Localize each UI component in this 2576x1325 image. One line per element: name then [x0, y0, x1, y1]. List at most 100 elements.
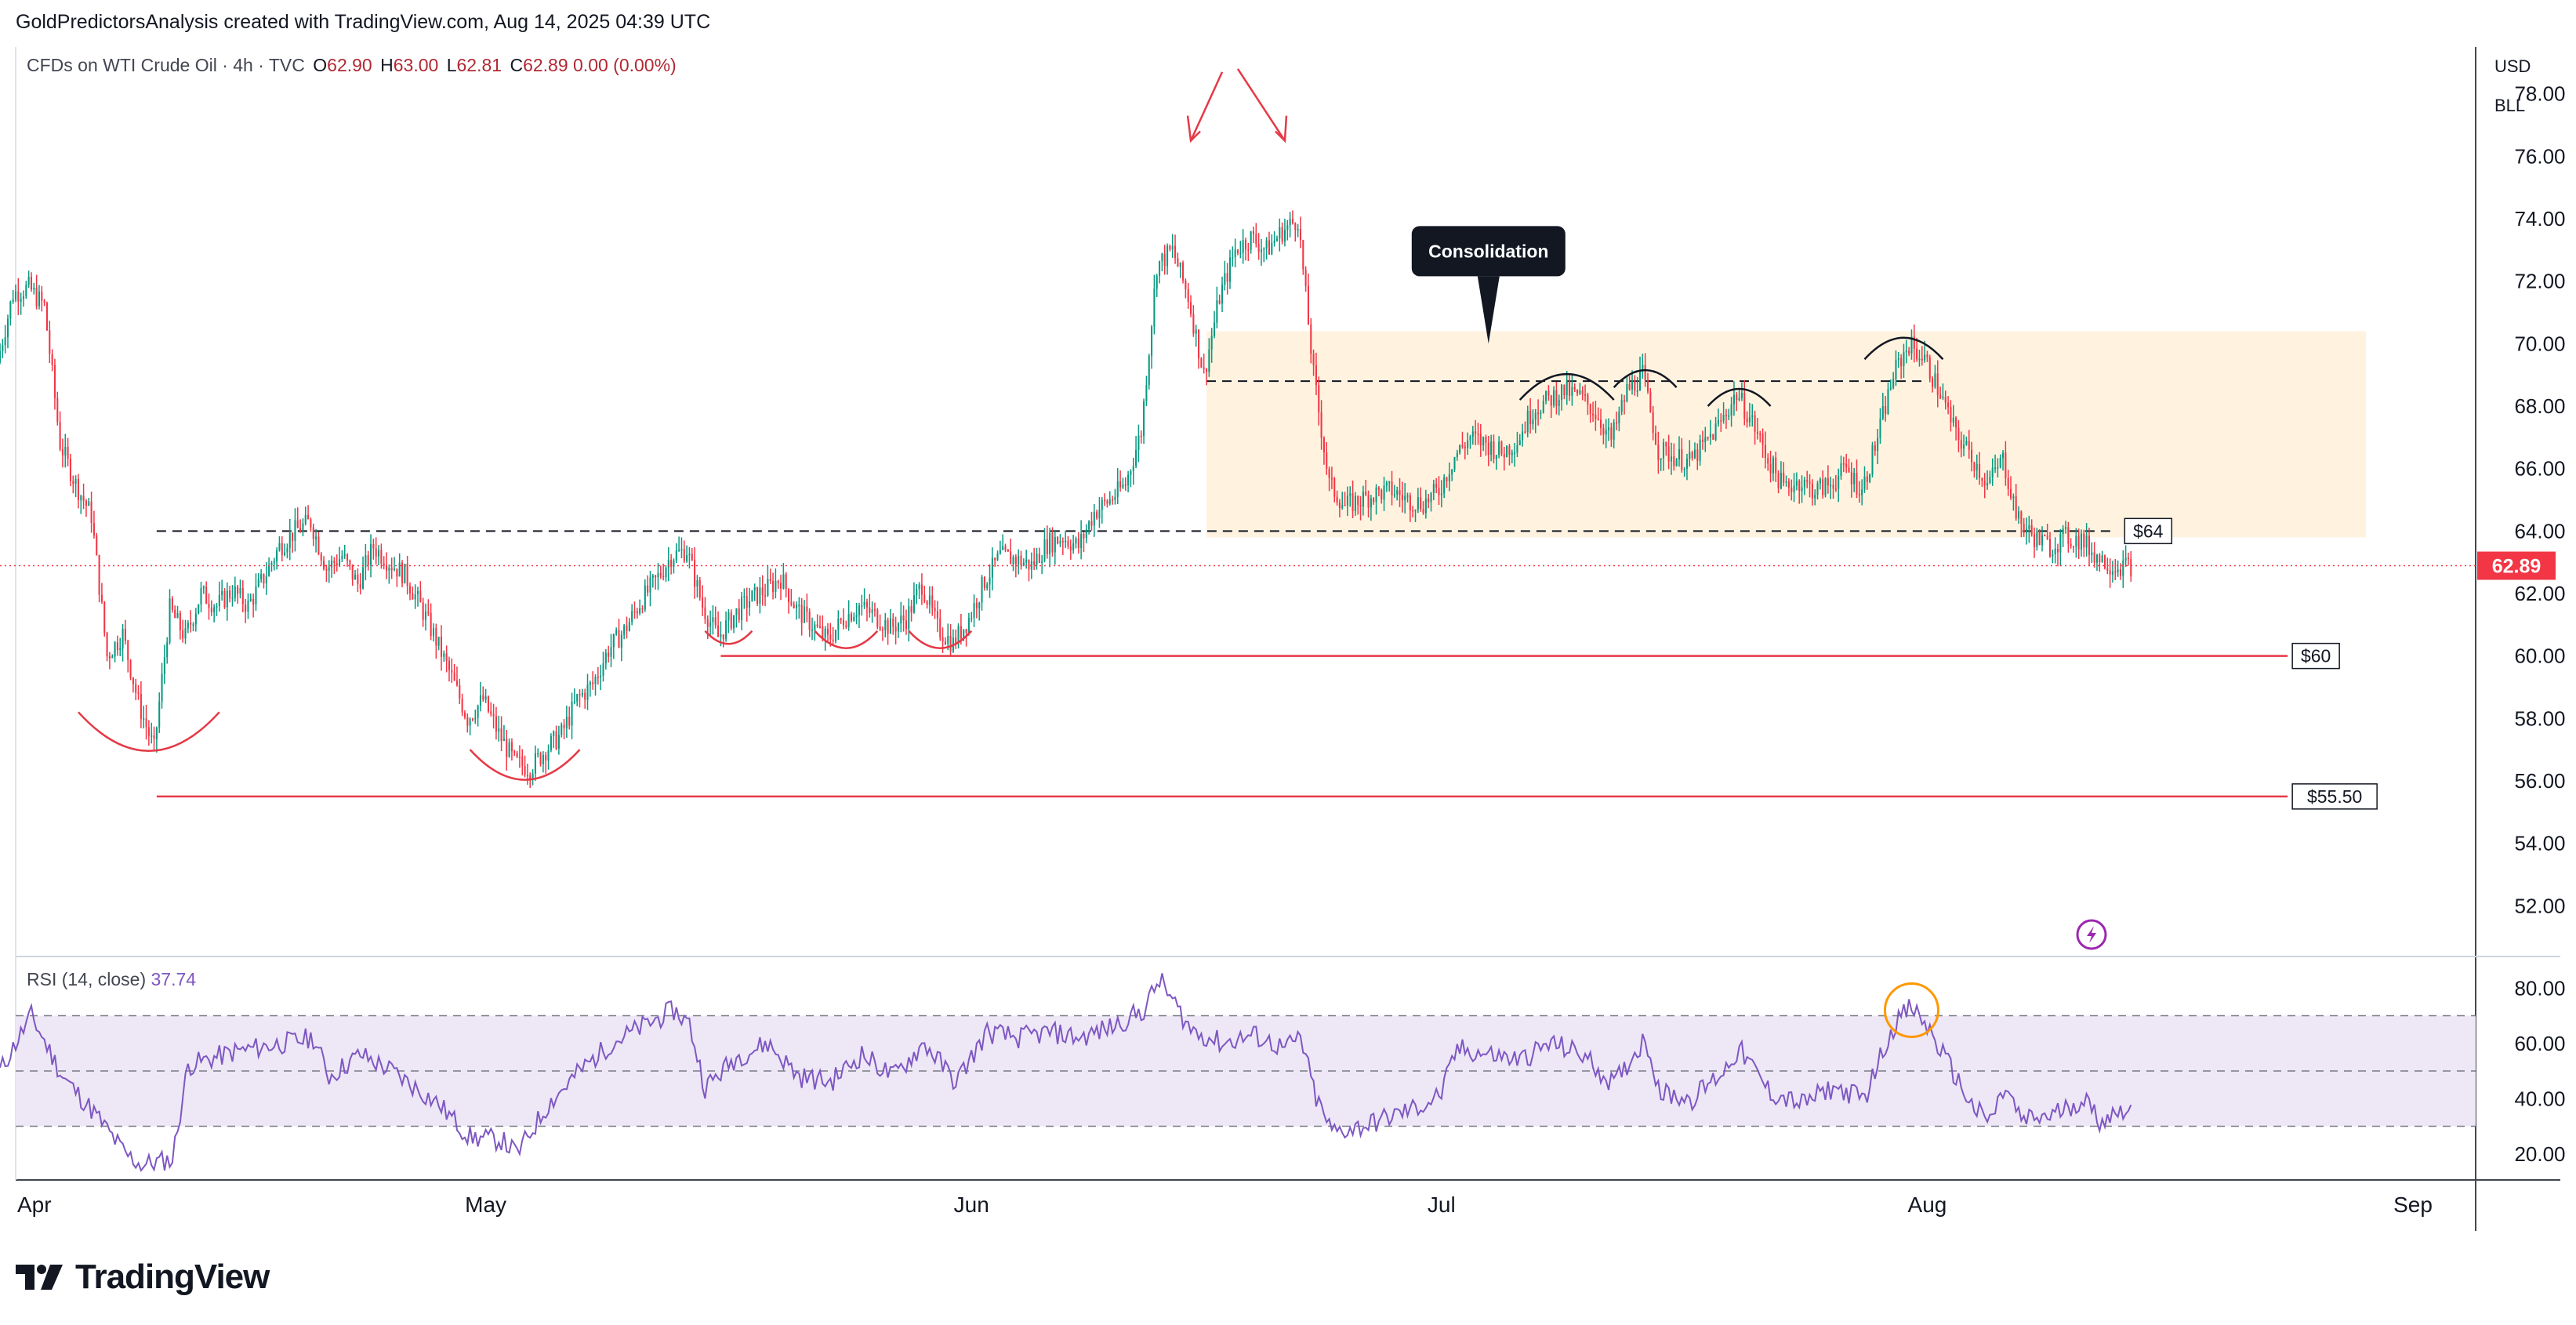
- candle-body: [1493, 441, 1495, 459]
- level-label: $55.50: [2307, 786, 2362, 807]
- candle-body: [367, 555, 369, 565]
- candle-body: [1446, 477, 1448, 482]
- candle-body: [1357, 496, 1359, 505]
- unit-label[interactable]: BLL: [2494, 96, 2526, 115]
- symbol-name: CFDs on WTI Crude Oil · 4h · TVC: [27, 55, 305, 75]
- candle-body: [2020, 511, 2023, 525]
- candle-body: [1693, 449, 1696, 459]
- candle-body: [1832, 485, 1834, 489]
- candle-body: [688, 554, 691, 556]
- candle-body: [268, 564, 270, 576]
- candle-body: [539, 753, 542, 764]
- candle-body: [85, 500, 87, 506]
- candle-body: [931, 595, 934, 608]
- candle-body: [659, 572, 662, 576]
- candle-body: [876, 609, 879, 627]
- candle-body: [1670, 456, 1673, 462]
- candle-body: [620, 634, 622, 648]
- candle-body: [1579, 390, 1581, 394]
- candle-body: [1822, 479, 1824, 496]
- candle-body: [158, 701, 161, 728]
- candle-body: [103, 601, 106, 633]
- candle-body: [1354, 496, 1356, 511]
- candle-body: [910, 606, 912, 613]
- candle-body: [1638, 370, 1642, 391]
- candle-body: [1043, 539, 1046, 561]
- candle-body: [307, 514, 310, 520]
- candle-body: [934, 608, 936, 612]
- candle-body: [495, 716, 497, 731]
- candle-body: [808, 612, 811, 630]
- candle-body: [1910, 336, 1913, 354]
- candle-body: [469, 718, 471, 726]
- candle-body: [1137, 435, 1140, 450]
- candle-body: [673, 560, 675, 567]
- candle-body: [1644, 365, 1646, 380]
- candle-body: [1124, 485, 1127, 486]
- candle-body: [1947, 402, 1950, 408]
- candle-body: [98, 554, 100, 595]
- candle-body: [981, 576, 983, 603]
- candle-body: [1171, 245, 1174, 250]
- candle-body: [1143, 401, 1145, 437]
- candle-body: [1908, 350, 1910, 354]
- candle-body: [22, 296, 25, 299]
- candle-body: [1096, 511, 1098, 518]
- candle-body: [1654, 433, 1657, 445]
- price-tick-label: 56.00: [2514, 769, 2565, 793]
- candle-body: [526, 775, 528, 777]
- candle-body: [1195, 329, 1197, 334]
- candle-body: [404, 564, 406, 583]
- candle-body: [385, 565, 388, 571]
- time-tick-label: Aug: [1908, 1192, 1947, 1217]
- candle-body: [245, 604, 247, 612]
- candle-body: [229, 590, 231, 598]
- ohlc-o-value: 62.90: [327, 55, 372, 75]
- candle-body: [1665, 442, 1667, 447]
- candle-body: [521, 757, 524, 766]
- currency-label[interactable]: USD: [2494, 56, 2531, 76]
- candle-body: [443, 653, 445, 657]
- candle-body: [803, 606, 806, 623]
- candle-body: [1169, 245, 1171, 250]
- candle-body: [989, 577, 991, 585]
- candle-body: [325, 568, 328, 571]
- candle-body: [351, 564, 354, 580]
- candle-body: [1477, 434, 1479, 435]
- candle-body: [1991, 467, 1994, 477]
- candle-body: [1691, 452, 1693, 459]
- candle-body: [1098, 510, 1101, 518]
- ohlc-l-key: L: [446, 55, 457, 75]
- candle-body: [1842, 463, 1845, 465]
- candle-body: [529, 775, 532, 779]
- arrow-head: [1275, 115, 1288, 143]
- candle-body: [1373, 498, 1375, 503]
- candle-body: [1787, 481, 1790, 488]
- candle-body: [1819, 479, 1821, 484]
- candle-body: [865, 601, 868, 608]
- candle-body: [1634, 379, 1636, 391]
- candle-body: [414, 594, 416, 600]
- candle-body: [2064, 527, 2067, 529]
- tradingview-logo[interactable]: TradingView: [16, 1258, 270, 1297]
- candle-body: [1503, 454, 1505, 458]
- candle-body: [147, 727, 150, 736]
- candle-body: [1367, 495, 1370, 508]
- candle-body: [2038, 531, 2041, 546]
- candle-body: [1205, 368, 1208, 372]
- candle-body: [286, 547, 288, 553]
- candle-body: [892, 618, 894, 627]
- attribution-text: GoldPredictorsAnalysis created with Trad…: [16, 11, 711, 33]
- lightning-icon[interactable]: [2076, 919, 2107, 950]
- candle-body: [706, 619, 709, 627]
- candle-body: [722, 634, 724, 640]
- candle-body: [2119, 569, 2121, 576]
- candle-body: [644, 585, 646, 610]
- candle-body: [1615, 422, 1618, 424]
- candle-body: [584, 692, 586, 700]
- candle-body: [1913, 336, 1915, 349]
- candle-body: [218, 594, 220, 607]
- consolidation-zone: [1206, 331, 2367, 538]
- candle-body: [448, 660, 451, 670]
